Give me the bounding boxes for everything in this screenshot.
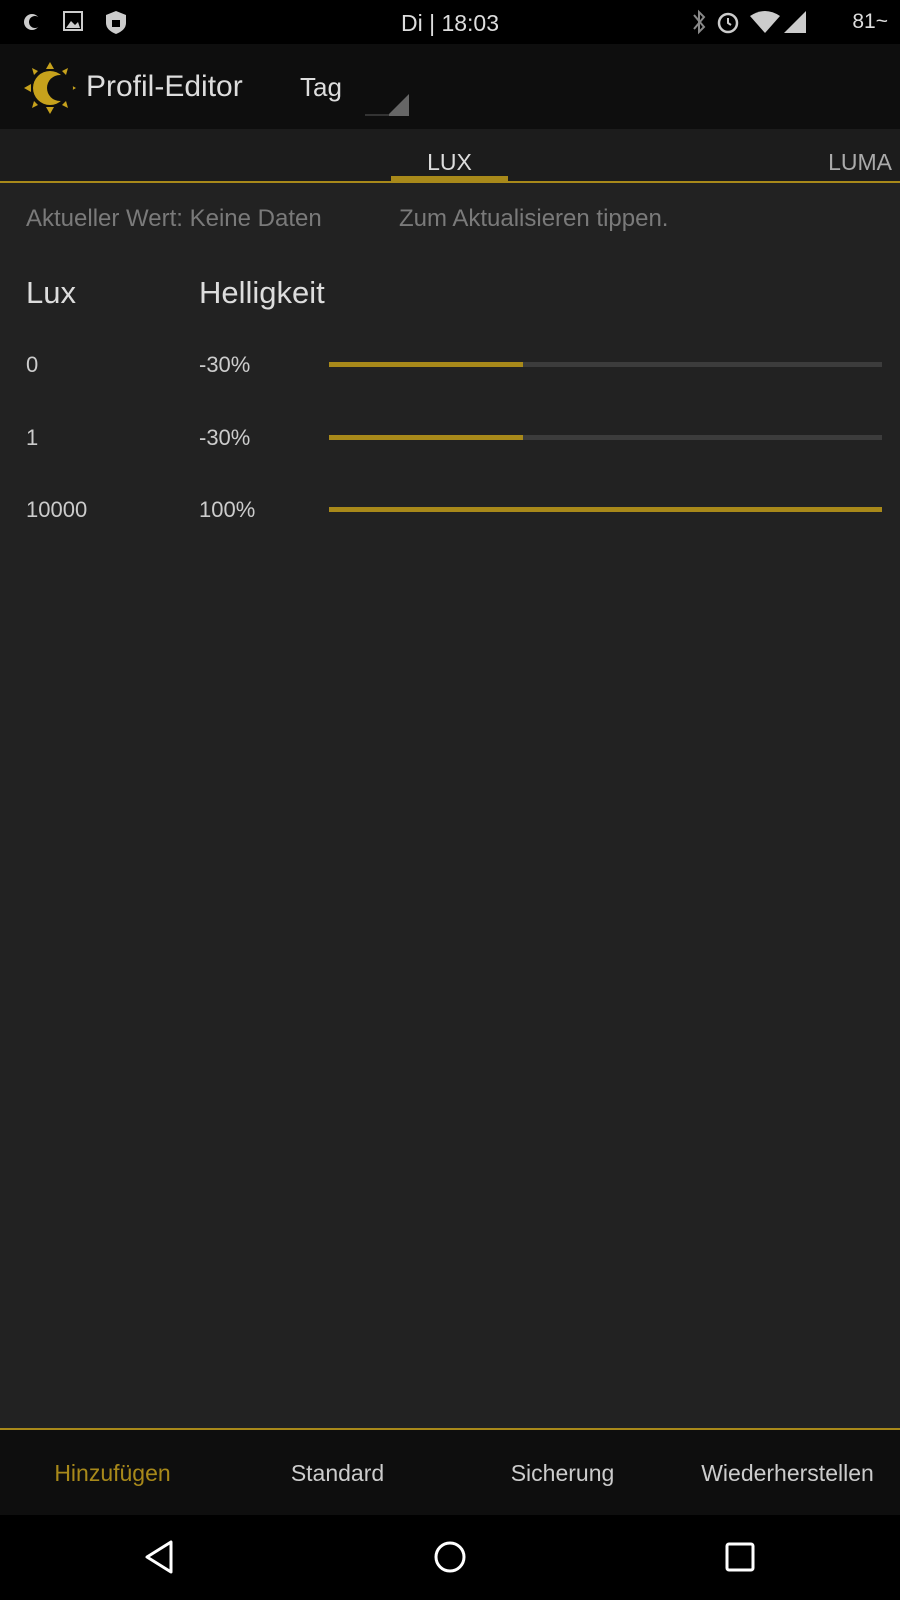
brightness-value: -30% (199, 425, 251, 450)
slider-fill (329, 507, 882, 512)
profile-spinner[interactable]: Tag (295, 54, 415, 126)
restore-button[interactable]: Wiederherstellen (701, 1460, 874, 1486)
home-icon[interactable] (430, 1537, 470, 1577)
alarm-icon (717, 12, 739, 34)
brightness-slider[interactable] (329, 507, 882, 512)
navigation-bar (0, 1515, 900, 1600)
lux-column-header: Lux (26, 275, 76, 310)
back-icon[interactable] (140, 1537, 180, 1577)
lux-value[interactable]: 0 (26, 352, 39, 377)
brightness-slider[interactable] (329, 435, 882, 440)
profile-spinner-value: Tag (300, 72, 342, 102)
tab-strip: LUX LUMA (0, 129, 900, 183)
image-icon (63, 11, 83, 31)
lux-value[interactable]: 10000 (26, 497, 88, 522)
app-title: Profil-Editor (86, 70, 243, 103)
wifi-icon (750, 11, 780, 33)
status-clock: Di | 18:03 (400, 10, 500, 36)
brightness-column-header: Helligkeit (199, 275, 325, 310)
tab-lux[interactable]: LUX (427, 149, 472, 175)
backup-button[interactable]: Sicherung (510, 1460, 615, 1486)
default-button[interactable]: Standard (290, 1460, 385, 1486)
signal-icon (784, 11, 806, 33)
tap-to-refresh-hint[interactable]: Zum Aktualisieren tippen. (399, 205, 669, 232)
brightness-icon (24, 14, 41, 30)
lux-value[interactable]: 1 (26, 425, 39, 450)
status-bar: Di | 18:03 81~ (0, 0, 900, 44)
recents-icon[interactable] (720, 1537, 760, 1577)
brightness-slider[interactable] (329, 362, 882, 367)
status-notification-icons (24, 11, 126, 34)
dropdown-triangle-icon (365, 94, 409, 116)
slider-fill (329, 435, 523, 440)
shield-lock-icon (106, 11, 126, 34)
brightness-value: -30% (199, 352, 251, 377)
sun-moon-logo-icon (24, 62, 76, 114)
battery-level: 81~ (852, 10, 888, 33)
app-bar: Profil-Editor Tag (0, 44, 900, 129)
bluetooth-icon (693, 9, 706, 35)
current-value-text[interactable]: Aktueller Wert: Keine Daten (26, 205, 322, 232)
tab-luma[interactable]: LUMA (828, 149, 892, 175)
active-tab-indicator (391, 176, 508, 181)
brightness-value: 100% (199, 497, 256, 522)
slider-fill (329, 362, 523, 367)
bottom-action-bar: Hinzufügen Standard Sicherung Wiederhers… (0, 1428, 900, 1517)
status-system-icons (693, 9, 806, 35)
add-button[interactable]: Hinzufügen (54, 1460, 171, 1486)
